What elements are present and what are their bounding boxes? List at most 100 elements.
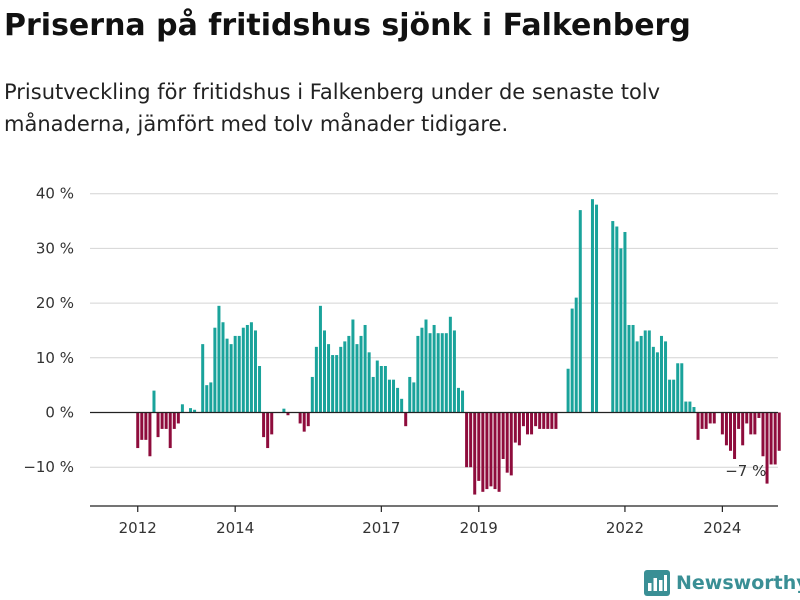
bar	[436, 333, 440, 413]
bar	[461, 390, 465, 413]
bar	[712, 412, 716, 424]
bar	[684, 401, 688, 413]
bar	[720, 412, 724, 435]
bar	[351, 319, 355, 413]
bar	[205, 385, 209, 413]
bar	[777, 412, 781, 451]
bar	[213, 327, 217, 413]
bar	[209, 382, 213, 413]
bar	[676, 363, 680, 413]
bar	[221, 322, 225, 413]
bar	[465, 412, 469, 468]
bar	[306, 412, 310, 427]
bar	[404, 412, 408, 427]
bar	[538, 412, 542, 429]
bar	[489, 412, 493, 487]
bar	[724, 412, 728, 446]
bar	[477, 412, 481, 481]
brand-name: Newsworthy	[676, 572, 800, 594]
bar	[578, 210, 582, 413]
bar	[225, 338, 229, 413]
bar	[627, 324, 631, 413]
bar	[505, 412, 509, 473]
bar	[700, 412, 704, 429]
bar	[501, 412, 505, 459]
bar	[359, 335, 363, 413]
bar	[469, 412, 473, 468]
bar	[424, 319, 428, 413]
bar	[542, 412, 546, 429]
bar	[692, 407, 696, 413]
bar	[757, 412, 761, 418]
bar	[741, 412, 745, 446]
bar	[749, 412, 753, 435]
bar	[440, 333, 444, 413]
bar	[680, 363, 684, 413]
bar	[270, 412, 274, 435]
bar	[327, 344, 331, 413]
y-tick-labels: 40 % 30 % 20 % 10 % 0 % −10 %	[23, 185, 74, 477]
bar	[773, 412, 777, 465]
latest-value-label: −7 %	[725, 462, 766, 480]
bar	[302, 412, 306, 432]
bar	[249, 322, 253, 413]
bar	[310, 376, 314, 413]
bar	[497, 412, 501, 492]
axes	[90, 411, 778, 507]
bar	[619, 248, 623, 413]
bar	[432, 324, 436, 413]
bar	[473, 412, 477, 495]
bar	[623, 231, 627, 413]
bar	[363, 324, 367, 413]
bar	[152, 390, 156, 413]
bar	[513, 412, 517, 443]
bar	[688, 401, 692, 413]
bar	[659, 335, 663, 413]
newsworthy-logo-icon	[644, 570, 670, 596]
bar	[521, 412, 525, 427]
bar	[253, 330, 257, 413]
bar	[217, 305, 221, 413]
bar	[611, 221, 615, 413]
y-tick-label: 20 %	[36, 294, 74, 312]
bar	[355, 344, 359, 413]
bar	[615, 226, 619, 413]
bar	[765, 412, 769, 484]
bar	[408, 376, 412, 413]
bar	[172, 412, 176, 429]
y-tick-label: −10 %	[23, 458, 74, 476]
bar	[769, 412, 773, 465]
bar	[651, 346, 655, 413]
chart-title: Priserna på fritidshus sjönk i Falkenber…	[4, 8, 691, 43]
bar	[392, 379, 396, 413]
x-tick-label: 2012	[119, 519, 157, 537]
bar	[704, 412, 708, 429]
bar	[729, 412, 732, 451]
bar	[590, 199, 594, 413]
bar	[347, 335, 351, 413]
chart-subtitle: Prisutveckling för fritidshus i Falkenbe…	[4, 80, 661, 136]
bars	[136, 199, 781, 495]
bar	[574, 297, 578, 413]
bar	[400, 398, 404, 413]
bar	[144, 412, 148, 440]
bar	[193, 409, 197, 413]
bar	[647, 330, 651, 413]
bar	[396, 387, 400, 413]
y-tick-label: 10 %	[36, 349, 74, 367]
bar	[635, 341, 639, 413]
bar	[664, 341, 668, 413]
bar	[753, 412, 757, 435]
x-tick-label: 2022	[606, 519, 644, 537]
bar	[335, 355, 339, 413]
x-tick-label: 2024	[703, 519, 741, 537]
bar	[245, 324, 249, 413]
x-tick-labels: 2012 2014 2017 2019 2022 2024	[119, 506, 741, 537]
bar	[745, 412, 749, 424]
y-tick-label: 40 %	[36, 185, 74, 203]
bar	[379, 366, 383, 413]
bar	[456, 387, 460, 413]
bar	[517, 412, 521, 446]
bar	[485, 412, 489, 490]
